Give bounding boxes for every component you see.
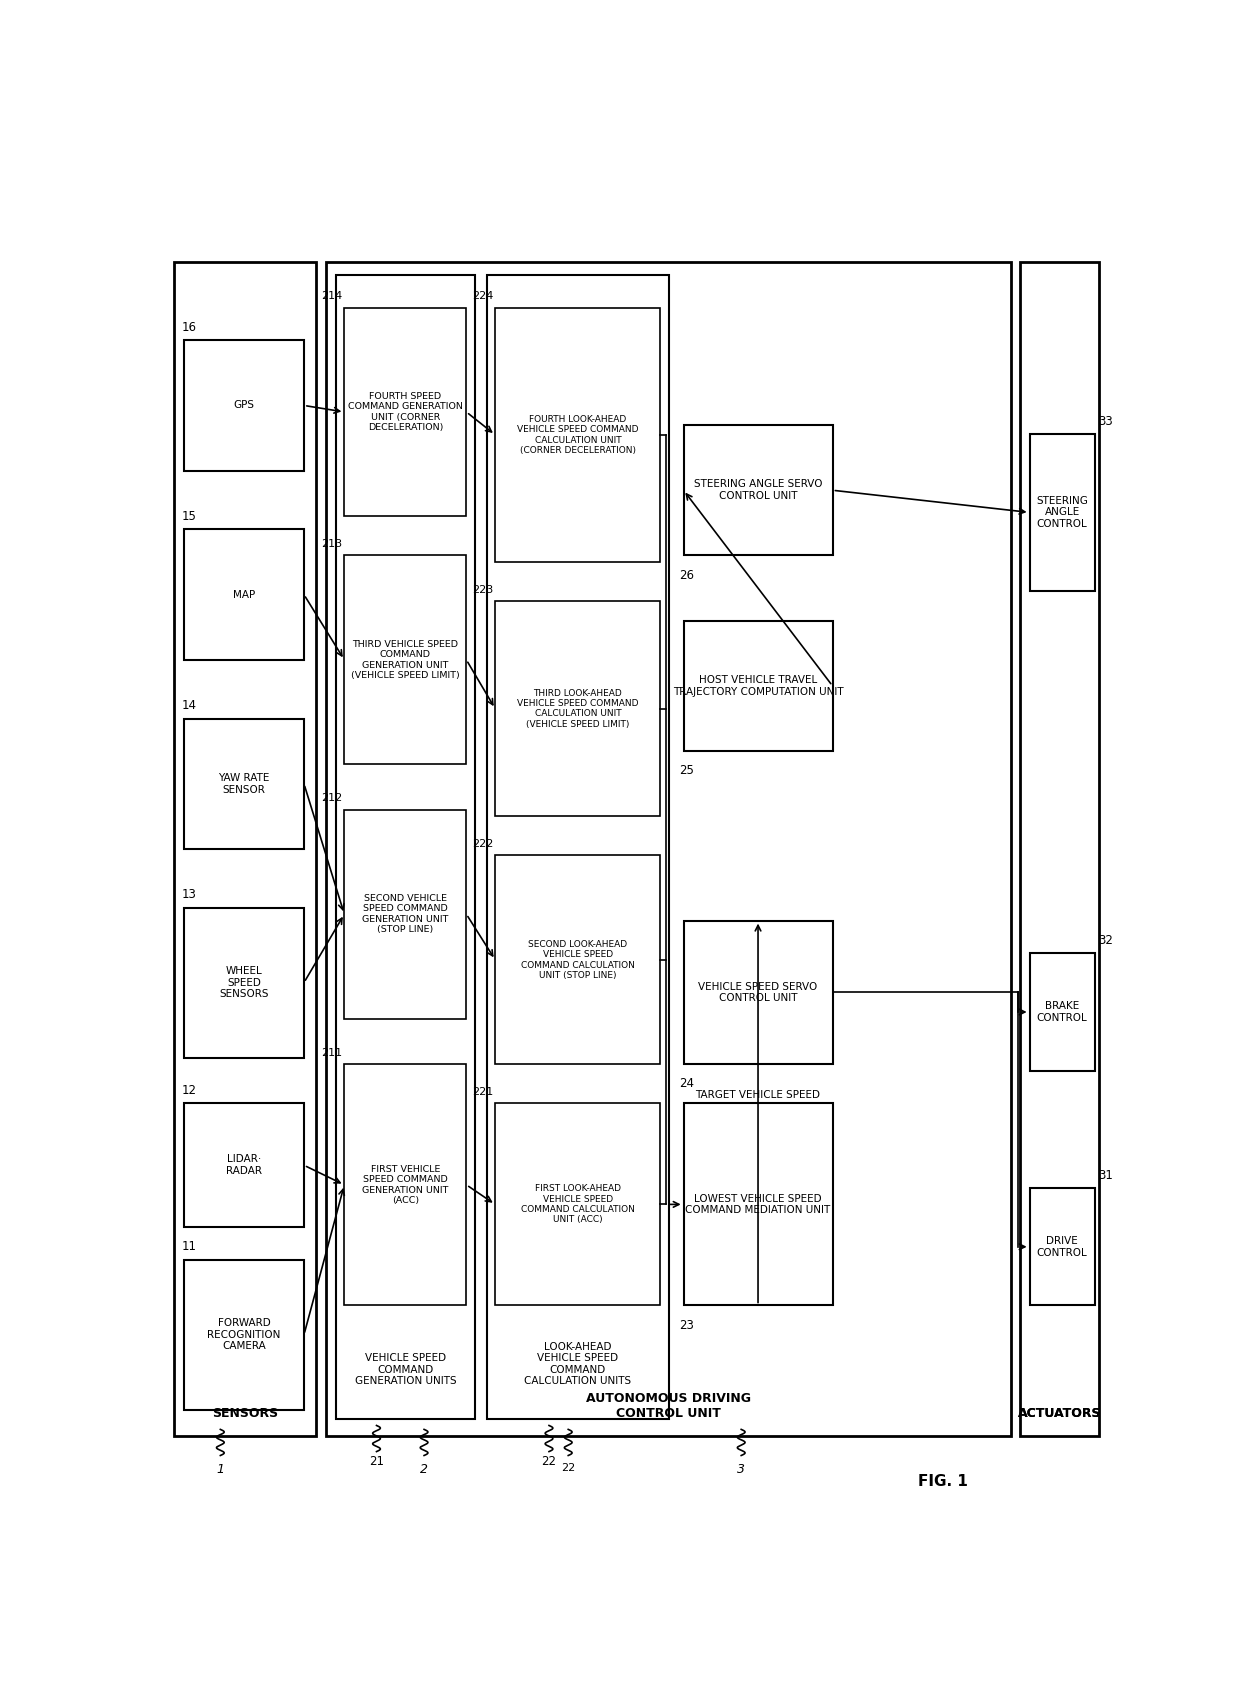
Text: 212: 212 <box>321 793 342 803</box>
FancyBboxPatch shape <box>336 274 475 1420</box>
Text: 24: 24 <box>678 1077 693 1091</box>
FancyBboxPatch shape <box>345 556 466 764</box>
Text: 14: 14 <box>182 700 197 711</box>
Text: FIG. 1: FIG. 1 <box>918 1474 968 1489</box>
FancyBboxPatch shape <box>683 620 832 750</box>
Text: 223: 223 <box>472 584 494 595</box>
Text: 224: 224 <box>472 291 494 302</box>
Text: SECOND LOOK-AHEAD
VEHICLE SPEED
COMMAND CALCULATION
UNIT (STOP LINE): SECOND LOOK-AHEAD VEHICLE SPEED COMMAND … <box>521 940 635 979</box>
FancyBboxPatch shape <box>1029 1187 1095 1306</box>
Text: FORWARD
RECOGNITION
CAMERA: FORWARD RECOGNITION CAMERA <box>207 1318 280 1352</box>
Text: 13: 13 <box>182 888 197 901</box>
FancyBboxPatch shape <box>495 601 661 817</box>
Text: SECOND VEHICLE
SPEED COMMAND
GENERATION UNIT
(STOP LINE): SECOND VEHICLE SPEED COMMAND GENERATION … <box>362 894 449 935</box>
FancyBboxPatch shape <box>1019 263 1099 1437</box>
Text: 21: 21 <box>370 1455 384 1469</box>
Text: YAW RATE
SENSOR: YAW RATE SENSOR <box>218 772 269 794</box>
Text: 16: 16 <box>182 320 197 334</box>
FancyBboxPatch shape <box>184 529 304 659</box>
FancyBboxPatch shape <box>495 1103 661 1306</box>
Text: GPS: GPS <box>233 400 254 410</box>
Text: ACTUATORS: ACTUATORS <box>1018 1408 1101 1420</box>
Text: 32: 32 <box>1097 933 1112 947</box>
Text: FIRST LOOK-AHEAD
VEHICLE SPEED
COMMAND CALCULATION
UNIT (ACC): FIRST LOOK-AHEAD VEHICLE SPEED COMMAND C… <box>521 1184 635 1225</box>
Text: ACTUATORS: ACTUATORS <box>1018 1408 1101 1420</box>
FancyBboxPatch shape <box>184 1260 304 1409</box>
Text: VEHICLE SPEED SERVO
CONTROL UNIT: VEHICLE SPEED SERVO CONTROL UNIT <box>698 981 817 1003</box>
FancyBboxPatch shape <box>345 308 466 517</box>
Text: 222: 222 <box>472 839 494 849</box>
FancyBboxPatch shape <box>1029 434 1095 591</box>
Text: FIRST VEHICLE
SPEED COMMAND
GENERATION UNIT
(ACC): FIRST VEHICLE SPEED COMMAND GENERATION U… <box>362 1165 449 1204</box>
FancyBboxPatch shape <box>184 1103 304 1226</box>
Text: THIRD VEHICLE SPEED
COMMAND
GENERATION UNIT
(VEHICLE SPEED LIMIT): THIRD VEHICLE SPEED COMMAND GENERATION U… <box>351 640 460 679</box>
Text: AUTONOMOUS DRIVING
CONTROL UNIT: AUTONOMOUS DRIVING CONTROL UNIT <box>587 1392 751 1420</box>
FancyBboxPatch shape <box>184 718 304 849</box>
Text: 12: 12 <box>182 1084 197 1096</box>
Text: LOOK-AHEAD
VEHICLE SPEED
COMMAND
CALCULATION UNITS: LOOK-AHEAD VEHICLE SPEED COMMAND CALCULA… <box>525 1342 631 1386</box>
FancyBboxPatch shape <box>345 1064 466 1306</box>
Text: LIDAR·
RADAR: LIDAR· RADAR <box>226 1154 262 1176</box>
Text: 26: 26 <box>678 569 693 581</box>
Text: 23: 23 <box>678 1318 693 1331</box>
Text: 1: 1 <box>216 1464 224 1475</box>
Text: 15: 15 <box>182 510 197 523</box>
Text: 2: 2 <box>420 1464 428 1475</box>
Text: WHEEL
SPEED
SENSORS: WHEEL SPEED SENSORS <box>219 966 269 999</box>
Text: MAP: MAP <box>233 590 255 600</box>
Text: 22: 22 <box>542 1455 557 1469</box>
Text: 3: 3 <box>738 1464 745 1475</box>
FancyBboxPatch shape <box>184 908 304 1057</box>
Text: TARGET VEHICLE SPEED: TARGET VEHICLE SPEED <box>696 1091 820 1101</box>
Text: FOURTH SPEED
COMMAND GENERATION
UNIT (CORNER
DECELERATION): FOURTH SPEED COMMAND GENERATION UNIT (CO… <box>348 391 463 432</box>
Text: 214: 214 <box>321 291 342 302</box>
Text: 213: 213 <box>321 539 342 549</box>
FancyBboxPatch shape <box>326 263 1012 1437</box>
FancyBboxPatch shape <box>495 855 661 1064</box>
Text: VEHICLE SPEED
COMMAND
GENERATION UNITS: VEHICLE SPEED COMMAND GENERATION UNITS <box>355 1354 456 1386</box>
Text: 31: 31 <box>1097 1169 1112 1182</box>
Text: 221: 221 <box>472 1088 494 1096</box>
FancyBboxPatch shape <box>174 263 316 1437</box>
Text: LOWEST VEHICLE SPEED
COMMAND MEDIATION UNIT: LOWEST VEHICLE SPEED COMMAND MEDIATION U… <box>686 1194 831 1215</box>
Text: HOST VEHICLE TRAVEL
TRAJECTORY COMPUTATION UNIT: HOST VEHICLE TRAVEL TRAJECTORY COMPUTATI… <box>673 676 843 696</box>
FancyBboxPatch shape <box>495 308 661 562</box>
Text: 211: 211 <box>321 1047 342 1057</box>
Text: 11: 11 <box>182 1240 197 1254</box>
Text: FOURTH LOOK-AHEAD
VEHICLE SPEED COMMAND
CALCULATION UNIT
(CORNER DECELERATION): FOURTH LOOK-AHEAD VEHICLE SPEED COMMAND … <box>517 415 639 456</box>
Text: THIRD LOOK-AHEAD
VEHICLE SPEED COMMAND
CALCULATION UNIT
(VEHICLE SPEED LIMIT): THIRD LOOK-AHEAD VEHICLE SPEED COMMAND C… <box>517 689 639 728</box>
FancyBboxPatch shape <box>683 920 832 1064</box>
Text: 22: 22 <box>562 1464 575 1474</box>
FancyBboxPatch shape <box>184 340 304 471</box>
Text: DRIVE
CONTROL: DRIVE CONTROL <box>1037 1237 1087 1257</box>
FancyBboxPatch shape <box>486 274 670 1420</box>
FancyBboxPatch shape <box>683 1103 832 1306</box>
Text: BRAKE
CONTROL: BRAKE CONTROL <box>1037 1001 1087 1023</box>
Text: STEERING ANGLE SERVO
CONTROL UNIT: STEERING ANGLE SERVO CONTROL UNIT <box>693 479 822 501</box>
FancyBboxPatch shape <box>683 425 832 556</box>
Text: SENSORS: SENSORS <box>212 1408 279 1420</box>
FancyBboxPatch shape <box>1029 954 1095 1071</box>
Text: STEERING
ANGLE
CONTROL: STEERING ANGLE CONTROL <box>1037 496 1089 529</box>
Text: 33: 33 <box>1097 415 1112 427</box>
FancyBboxPatch shape <box>345 810 466 1018</box>
Text: 25: 25 <box>678 764 693 778</box>
